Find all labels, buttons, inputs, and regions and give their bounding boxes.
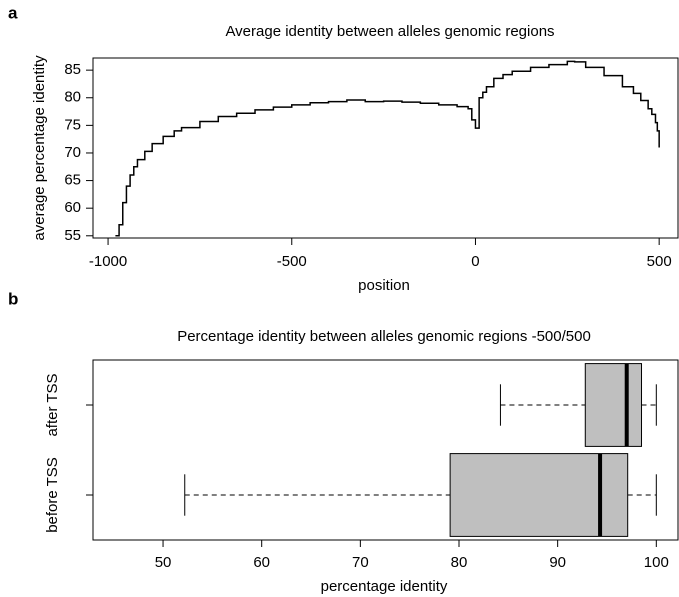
x-tick-label: -500 [277,253,307,270]
x-axis-label: percentage identity [321,578,448,595]
y-tick-label: 85 [64,61,81,78]
plot-frame [92,359,679,541]
y-tick-label: 75 [64,116,81,133]
chart-title: Percentage identity between alleles geno… [177,328,591,345]
x-tick-label: 100 [644,554,669,571]
y-tick-label: after TSS [44,373,61,436]
y-tick-label: 65 [64,172,81,189]
data-line [115,60,660,237]
y-tick-label: 60 [64,199,81,216]
x-tick-label: 0 [471,253,479,270]
y-tick-label: before TSS [44,457,61,533]
x-tick-label: 60 [253,554,270,571]
panel-label: b [8,289,18,308]
x-tick-label: -1000 [89,253,127,270]
y-tick-label: 80 [64,89,81,106]
y-tick-label: 55 [64,227,81,244]
y-axis-label: average percentage identity [31,55,48,241]
box [584,363,643,447]
x-axis-label: position [358,277,410,294]
x-tick-label: 50 [155,554,172,571]
x-tick-label: 70 [352,554,369,571]
plot-frame [92,57,679,239]
x-tick-label: 90 [549,554,566,571]
x-tick-label: 80 [451,554,468,571]
y-tick-label: 70 [64,144,81,161]
panel-label: a [8,3,18,22]
x-tick-label: 500 [647,253,672,270]
chart-title: Average identity between alleles genomic… [225,23,554,40]
